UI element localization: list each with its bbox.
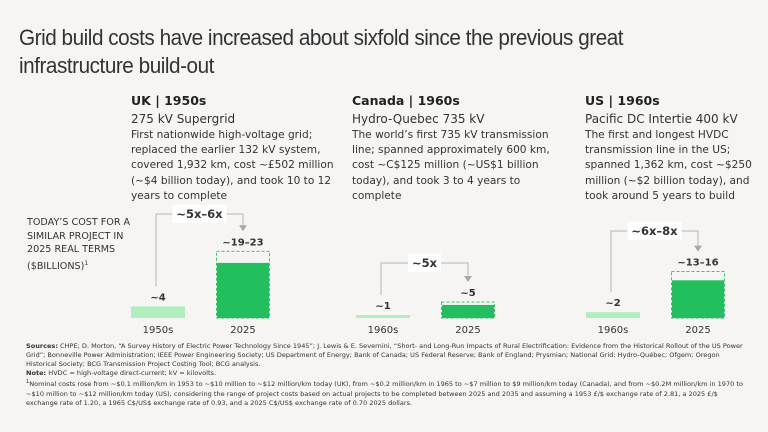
- bar-historical: [586, 312, 640, 318]
- project-description: First nationwide high-voltage grid; repl…: [131, 129, 334, 202]
- category-label: 2025: [455, 325, 480, 336]
- arrow-head-icon: [239, 225, 247, 232]
- page-title: Grid build costs have increased about si…: [19, 25, 624, 78]
- multiplier-label: ~5x: [412, 256, 438, 270]
- arrow-head-icon: [464, 276, 472, 283]
- project-description: The world’s first 735 kV transmission li…: [352, 129, 550, 202]
- project-heading: UK | 1950s: [131, 93, 207, 108]
- value-label-current: ~13–16: [677, 258, 718, 269]
- value-label-current: ~5: [460, 288, 475, 299]
- sources-label: Sources:: [26, 342, 58, 350]
- multiplier-box: [407, 254, 442, 272]
- category-label: 2025: [685, 325, 710, 336]
- footnote-marker: 1: [84, 260, 89, 268]
- project-name: Hydro-Quebec 735 kV: [352, 112, 485, 126]
- project-heading: US | 1960s: [585, 93, 660, 108]
- note-label: Note:: [26, 369, 47, 378]
- project-us: US | 1960s Pacific DC Intertie 400 kV Th…: [585, 93, 755, 204]
- multiplier-box: [172, 205, 227, 223]
- category-label: 1950s: [143, 325, 174, 336]
- value-label-historical: ~2: [605, 298, 620, 309]
- multiplier-label: ~5x–6x: [176, 207, 223, 221]
- y-axis-label: TODAY’S COST FOR A SIMILAR PROJECT IN 20…: [27, 216, 137, 274]
- sources-text: CHPE; D. Morton, “A Survey History of El…: [26, 342, 743, 369]
- footnote-text: Nominal costs rose from ~$0.1 million/km…: [26, 380, 743, 407]
- footnote-paragraph: 1Nominal costs rose from ~$0.1 million/k…: [26, 378, 748, 407]
- note-text: HVDC = high-voltage direct-current; kV =…: [48, 369, 217, 378]
- category-label: 2025: [230, 325, 255, 336]
- value-label-current: ~19–23: [222, 237, 263, 248]
- project-heading: Canada | 1960s: [352, 93, 460, 108]
- project-name: 275 kV Supergrid: [131, 112, 236, 126]
- sources-paragraph: Sources: CHPE; D. Morton, “A Survey Hist…: [26, 342, 748, 369]
- project-canada: Canada | 1960s Hydro-Quebec 735 kV The w…: [352, 93, 567, 204]
- project-description: The first and longest HVDC transmission …: [585, 129, 752, 202]
- arrow-head-icon: [694, 245, 702, 252]
- multiplier-label: ~6x–8x: [631, 224, 678, 238]
- value-label-historical: ~4: [150, 292, 165, 303]
- bar-current: [672, 280, 724, 318]
- bar-historical: [356, 315, 410, 318]
- category-label: 1960s: [598, 325, 629, 336]
- value-label-historical: ~1: [375, 301, 390, 312]
- multiplier-box: [627, 222, 682, 240]
- bar-current: [442, 304, 494, 318]
- footnote-mark: 1: [26, 379, 30, 386]
- y-axis-label-text: TODAY’S COST FOR A SIMILAR PROJECT IN 20…: [27, 217, 131, 273]
- project-uk: UK | 1950s 275 kV Supergrid First nation…: [131, 93, 346, 204]
- bar-historical: [131, 306, 185, 318]
- footnotes: Sources: CHPE; D. Morton, “A Survey Hist…: [26, 342, 748, 408]
- category-label: 1960s: [368, 325, 399, 336]
- note-paragraph: Note: HVDC = high-voltage direct-current…: [26, 369, 748, 378]
- project-name: Pacific DC Intertie 400 kV: [585, 112, 738, 126]
- bar-current: [217, 262, 269, 318]
